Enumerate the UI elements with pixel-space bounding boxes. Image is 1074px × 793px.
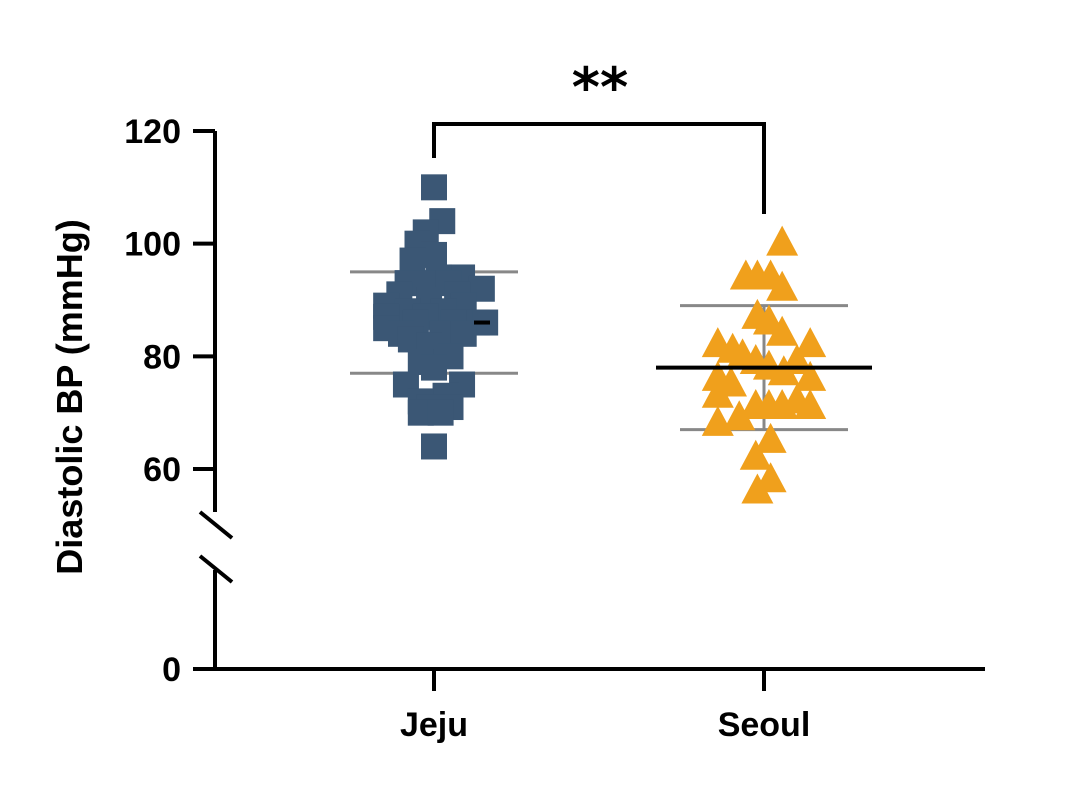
y-tick-label: 100 [124, 226, 181, 264]
data-point-seoul [767, 355, 800, 386]
data-point-jeju [421, 354, 447, 381]
axis-break-mark [198, 510, 234, 540]
data-point-seoul [794, 327, 827, 358]
data-point-seoul [766, 270, 799, 301]
data-point-seoul [741, 473, 774, 504]
data-point-seoul [701, 377, 734, 408]
x-tick-label: Jeju [400, 706, 468, 744]
data-point-seoul [794, 389, 827, 420]
data-point-jeju [421, 433, 447, 460]
data-point-seoul [723, 400, 756, 431]
axes: 0 60 80 100 120 Jeju Seoul [124, 113, 985, 744]
data-point-jeju [427, 399, 454, 426]
data-point-seoul [766, 389, 799, 420]
significance-label: ** [572, 56, 628, 119]
data-point-jeju [421, 174, 447, 201]
y-axis-title: Diastolic BP (mmHg) [49, 219, 90, 574]
data-point-seoul [701, 405, 734, 436]
y-tick-label: 60 [143, 451, 181, 489]
data-point-seoul [794, 360, 827, 391]
labels: Diastolic BP (mmHg) ** [49, 56, 628, 575]
data-point-seoul [754, 422, 787, 453]
mean-lines [474, 320, 872, 370]
data-point-seoul [739, 439, 772, 470]
x-tick-label: Seoul [718, 706, 811, 744]
y-tick-label: 0 [162, 651, 181, 689]
axis-break-mark [198, 554, 234, 584]
data-point-jeju [399, 247, 426, 274]
y-tick-label: 80 [143, 338, 181, 376]
data-point-seoul [766, 315, 799, 346]
significance-bracket [432, 122, 766, 214]
data-points [373, 174, 827, 504]
y-tick-label: 120 [124, 113, 181, 151]
data-point-seoul [766, 225, 799, 256]
data-point-jeju [450, 320, 477, 347]
